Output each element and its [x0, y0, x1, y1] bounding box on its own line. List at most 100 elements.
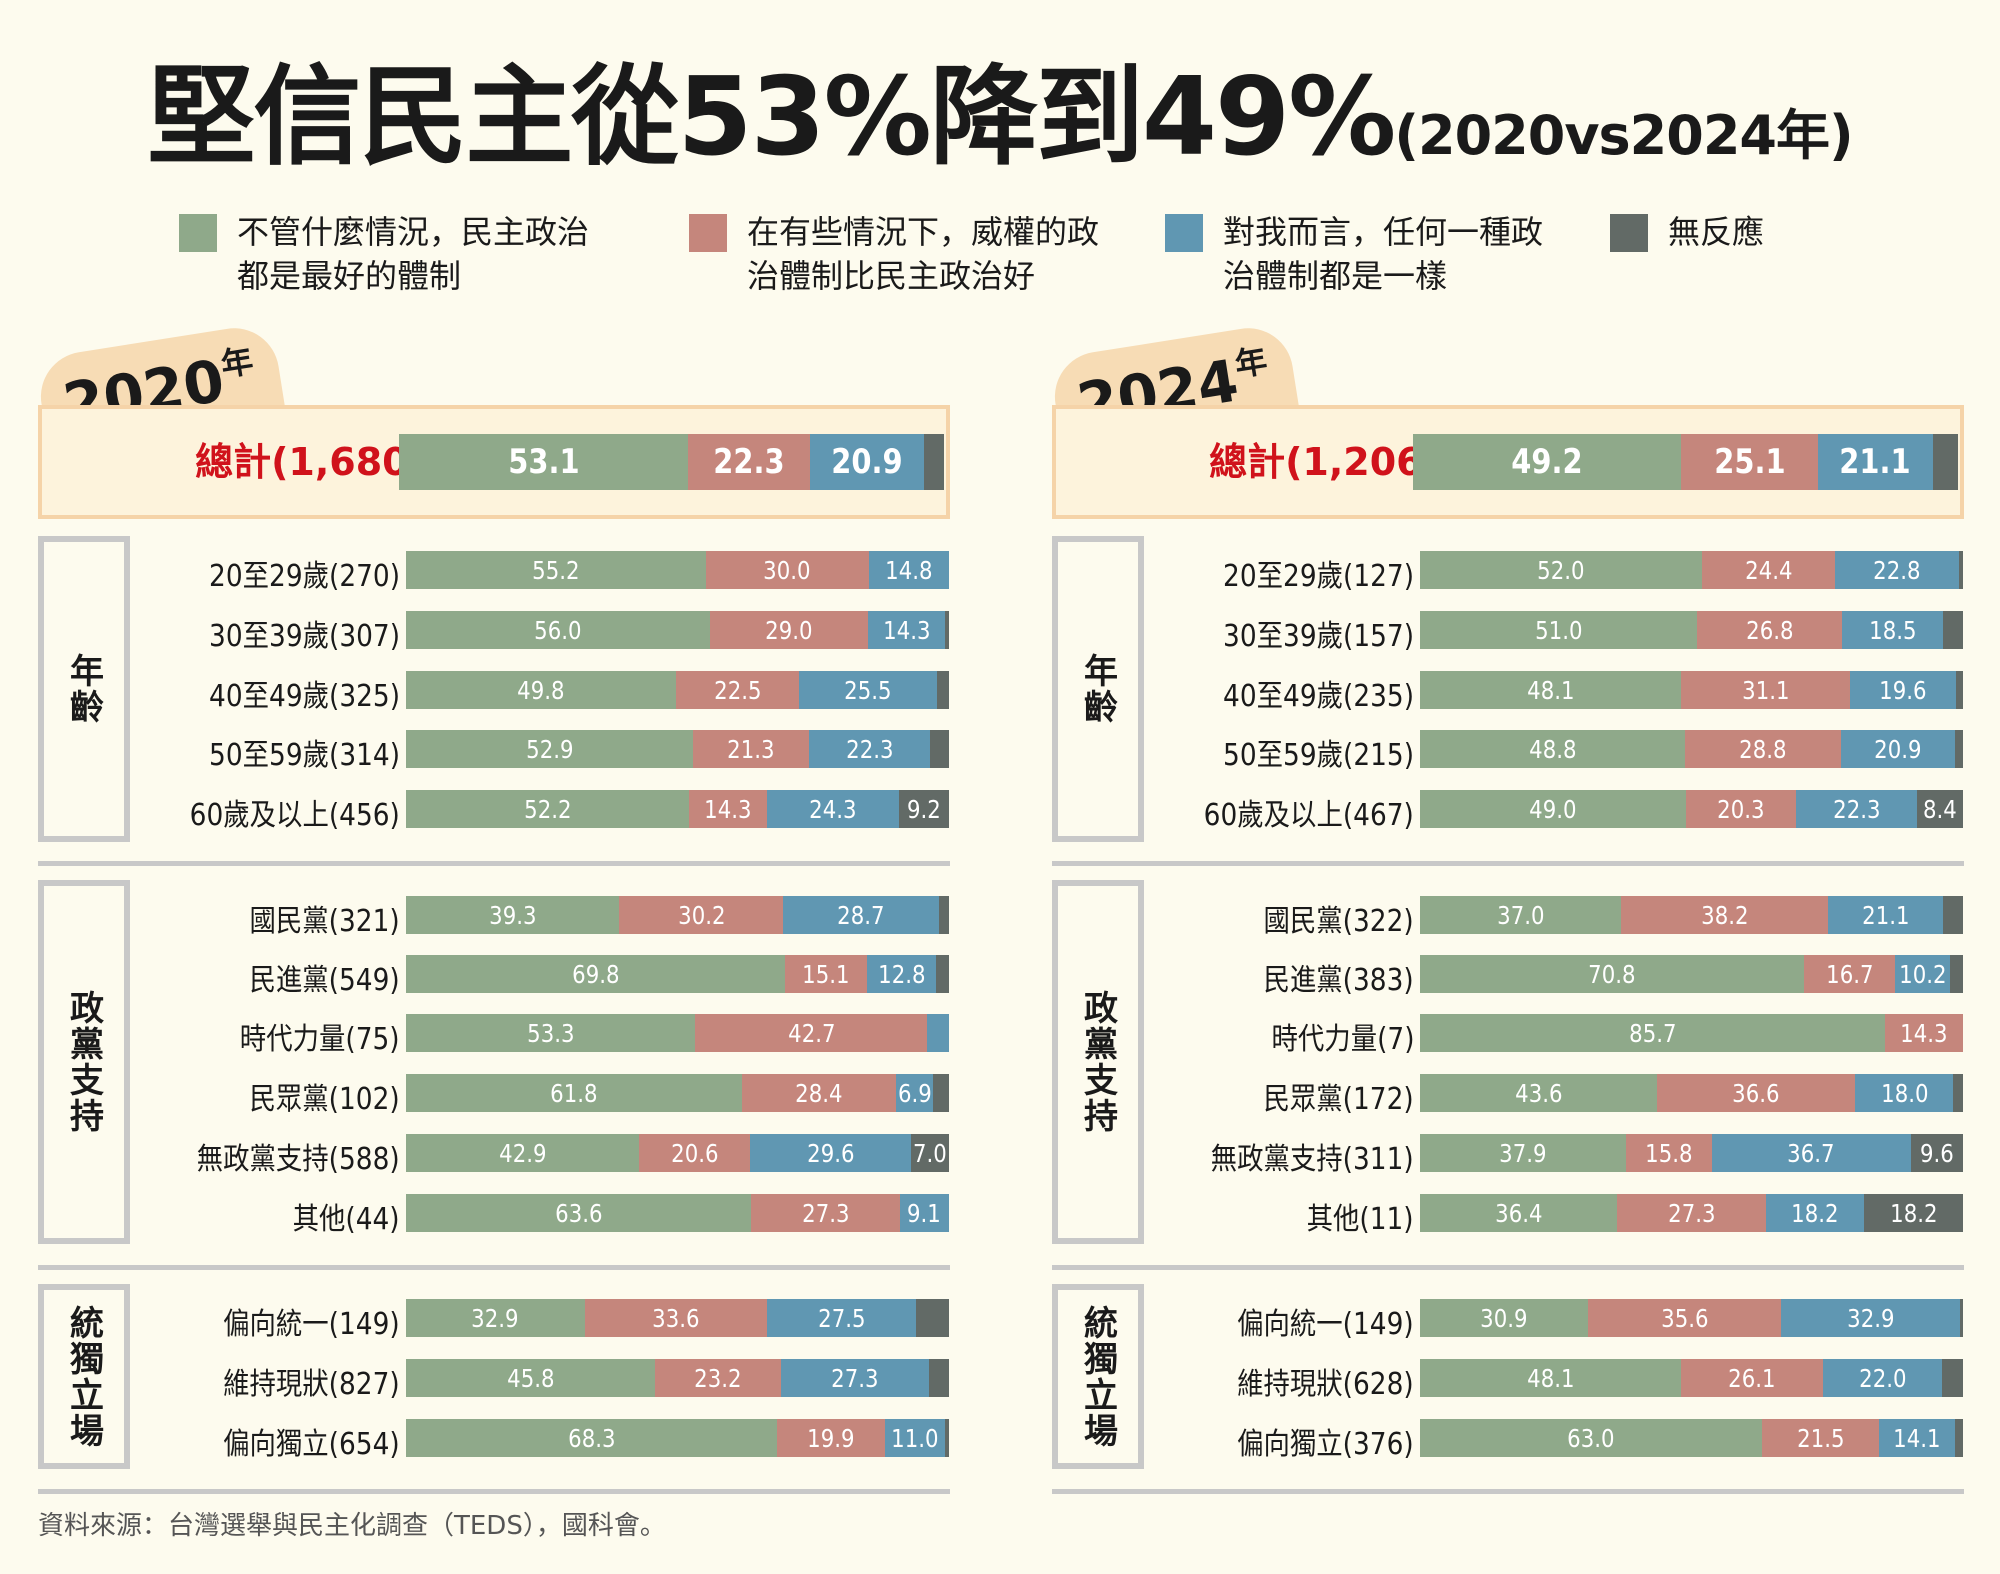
bar-segment-no-response	[928, 1359, 949, 1397]
bar-segment-authoritarian-better: 14.3	[1885, 1014, 1963, 1052]
row-label: 維持現狀(628)	[1237, 1367, 1414, 1402]
row-label: 偏向統一(149)	[223, 1307, 400, 1342]
row-label: 60歲及以上(467)	[1203, 798, 1414, 833]
group-label-box: 年齡	[1052, 536, 1144, 842]
section-divider	[1052, 1265, 1964, 1270]
bar-value-label: 33.6	[652, 1303, 700, 1333]
bar-segment-no-response	[939, 896, 949, 934]
bar-segment-always-democracy: 63.6	[406, 1194, 752, 1232]
group-label: 政黨支持	[1077, 990, 1118, 1134]
bar-segment-always-democracy: 70.8	[1420, 955, 1805, 993]
stacked-bar: 70.8 16.7 10.2	[1420, 955, 1963, 993]
bar-segment-always-democracy: 61.8	[406, 1074, 742, 1112]
bar-segment-no-response	[1942, 1359, 1963, 1397]
bar-segment-indifferent: 22.8	[1834, 551, 1959, 589]
legend-swatch	[1610, 214, 1648, 252]
bar-value-label: 56.0	[534, 615, 582, 645]
bar-segment-indifferent: 18.2	[1765, 1194, 1865, 1232]
bar-value-label: 53.1	[508, 442, 580, 482]
bar-segment-authoritarian-better: 21.5	[1762, 1419, 1879, 1457]
row-label: 國民黨(322)	[1263, 904, 1414, 939]
stacked-bar: 37.9 15.8 36.7 9.6	[1420, 1134, 1963, 1172]
stacked-bar: 32.9 33.6 27.5	[406, 1299, 949, 1337]
stacked-bar: 45.8 23.2 27.3	[406, 1359, 949, 1397]
bar-segment-indifferent: 24.3	[767, 790, 900, 828]
bar-value-label: 37.9	[1499, 1138, 1547, 1168]
bar-segment-authoritarian-better: 28.8	[1684, 730, 1842, 768]
bar-segment-indifferent: 19.6	[1850, 671, 1957, 709]
bar-segment-indifferent: 22.3	[808, 730, 930, 768]
bar-value-label: 12.8	[878, 959, 926, 989]
stacked-bar: 42.9 20.6 29.6 7.0	[406, 1134, 949, 1172]
stacked-bar: 85.7 14.3	[1420, 1014, 1963, 1052]
bar-segment-always-democracy: 52.2	[406, 790, 690, 828]
bar-segment-always-democracy: 52.0	[1420, 551, 1703, 589]
bar-segment-no-response	[1953, 1074, 1963, 1112]
year-suffix: 年	[218, 341, 256, 384]
bar-segment-always-democracy: 53.3	[406, 1014, 696, 1052]
bar-segment-authoritarian-better: 22.5	[676, 671, 799, 709]
group-label: 統獨立場	[63, 1304, 104, 1449]
bar-segment-no-response	[1955, 1419, 1963, 1457]
legend-item: 無反應	[1610, 210, 2000, 254]
group-label: 政黨支持	[63, 990, 104, 1134]
bar-segment-no-response: 8.4	[1917, 790, 1963, 828]
bar-value-label: 20.3	[1717, 794, 1765, 824]
legend-label: 對我而言，任何一種政治體制都是一樣	[1223, 213, 1544, 295]
bar-value-label: 19.9	[807, 1423, 855, 1453]
bar-segment-no-response	[1958, 551, 1963, 589]
bar-value-label: 26.1	[1728, 1363, 1776, 1393]
bar-segment-indifferent: 14.8	[868, 551, 949, 589]
bar-segment-indifferent: 20.9	[1841, 730, 1955, 768]
bar-segment-indifferent: 18.5	[1842, 611, 1943, 649]
stacked-bar: 49.8 22.5 25.5	[406, 671, 949, 709]
bar-segment-always-democracy: 42.9	[406, 1134, 639, 1172]
bar-segment-indifferent: 29.6	[750, 1134, 911, 1172]
bar-segment-no-response	[1942, 611, 1963, 649]
bar-value-label: 25.5	[844, 675, 892, 705]
bar-segment-authoritarian-better: 31.1	[1681, 671, 1851, 709]
bar-segment-always-democracy: 48.1	[1420, 671, 1682, 709]
bar-value-label: 11.0	[891, 1423, 939, 1453]
bar-segment-no-response	[933, 1074, 949, 1112]
legend-label: 無反應	[1668, 213, 1765, 251]
chart-panel-2020: 2020年 總計(1,680) 53.1 22.3 20.9 年齡 20至29歲(270) 5…	[34, 321, 950, 1494]
bar-value-label: 24.4	[1744, 555, 1793, 585]
bar-segment-indifferent: 20.9	[809, 434, 924, 490]
bar-segment-indifferent: 14.1	[1878, 1419, 1956, 1457]
bar-value-label: 29.0	[765, 615, 813, 645]
bar-value-label: 14.1	[1893, 1423, 1941, 1453]
legend-swatch	[179, 214, 217, 252]
bar-segment-indifferent	[927, 1014, 949, 1052]
row-label: 20至29歲(270)	[209, 559, 400, 594]
stacked-bar: 48.1 26.1 22.0	[1420, 1359, 1963, 1397]
bar-value-label: 9.6	[1919, 1138, 1954, 1168]
bar-segment-authoritarian-better: 20.3	[1686, 790, 1797, 828]
bar-segment-authoritarian-better: 24.4	[1702, 551, 1835, 589]
bar-segment-no-response	[923, 434, 944, 490]
group-label: 年齡	[1077, 653, 1118, 725]
row-label: 其他(11)	[1306, 1202, 1414, 1237]
legend-swatch	[1165, 214, 1203, 252]
bar-value-label: 27.3	[831, 1363, 879, 1393]
group-label-box: 年齡	[38, 536, 130, 842]
bar-value-label: 14.3	[704, 794, 752, 824]
year-suffix: 年	[1232, 341, 1270, 384]
bar-value-label: 20.9	[1874, 734, 1922, 764]
bar-value-label: 21.1	[1839, 442, 1912, 482]
bar-segment-authoritarian-better: 21.3	[693, 730, 809, 768]
bar-segment-always-democracy: 48.1	[1420, 1359, 1682, 1397]
bar-segment-authoritarian-better: 29.0	[710, 611, 868, 649]
bar-segment-indifferent: 22.3	[1796, 790, 1918, 828]
bar-segment-always-democracy: 85.7	[1420, 1014, 1886, 1052]
bar-segment-authoritarian-better: 15.8	[1625, 1134, 1712, 1172]
bar-value-label: 27.3	[1667, 1198, 1716, 1228]
bar-segment-indifferent: 36.7	[1711, 1134, 1911, 1172]
bar-segment-authoritarian-better: 30.2	[619, 896, 784, 934]
bar-segment-indifferent: 10.2	[1895, 955, 1951, 993]
bar-segment-always-democracy: 30.9	[1420, 1299, 1588, 1337]
legend-item: 不管什麼情況，民主政治都是最好的體制	[179, 210, 607, 298]
bar-segment-always-democracy: 53.1	[399, 434, 689, 490]
bar-value-label: 26.8	[1746, 615, 1794, 645]
bar-segment-always-democracy: 63.0	[1420, 1419, 1763, 1457]
